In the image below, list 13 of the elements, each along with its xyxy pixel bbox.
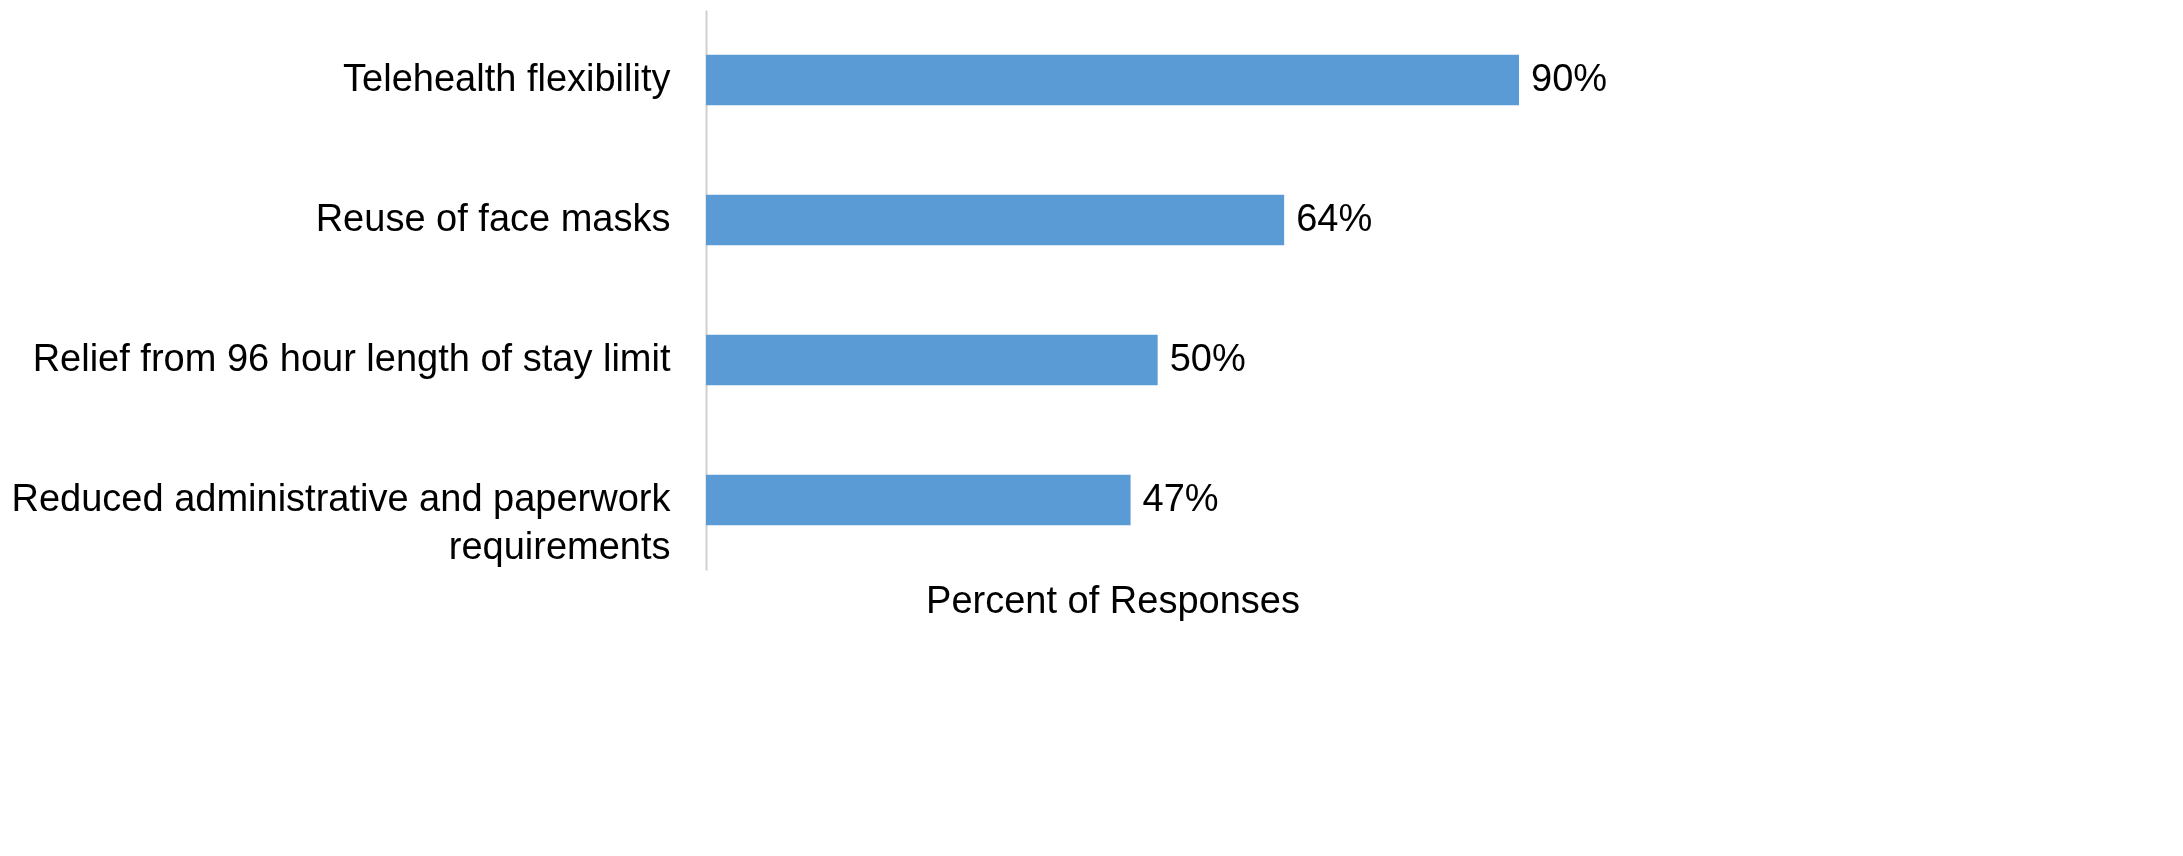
bar bbox=[706, 334, 1158, 386]
x-axis-title: Percent of Responses bbox=[926, 578, 1300, 621]
bar bbox=[706, 474, 1131, 526]
y-tick-label: Reuse of face masks bbox=[315, 197, 671, 239]
bar bbox=[706, 194, 1285, 246]
y-tick-label: Relief from 96 hour length of stay limit bbox=[32, 337, 671, 379]
data-label: 47% bbox=[1142, 477, 1219, 519]
y-tick-label: Reduced administrative and paperwork requirements bbox=[11, 477, 672, 567]
y-tick-label: Telehealth flexibility bbox=[343, 57, 671, 99]
data-label: 50% bbox=[1169, 337, 1246, 379]
data-label: 90% bbox=[1531, 57, 1608, 99]
bar bbox=[706, 54, 1519, 106]
data-label: 64% bbox=[1296, 197, 1373, 239]
